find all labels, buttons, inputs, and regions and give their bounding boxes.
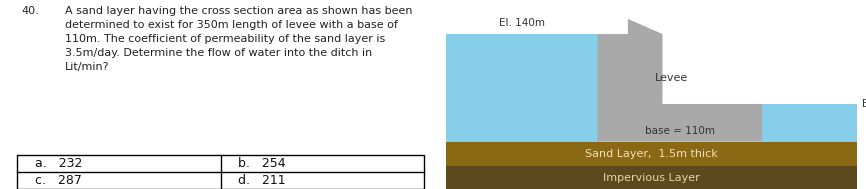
Bar	[762, 104, 857, 142]
Text: Sand Layer,  1.5m thick: Sand Layer, 1.5m thick	[585, 149, 718, 159]
Polygon shape	[598, 19, 762, 142]
Text: c.   287: c. 287	[35, 174, 81, 187]
Text: A sand layer having the cross section area as shown has been
determined to exist: A sand layer having the cross section ar…	[65, 6, 412, 72]
Bar	[17, 155, 424, 189]
Text: b.   254: b. 254	[238, 157, 286, 170]
Text: El. 120m: El. 120m	[862, 99, 866, 109]
Text: 40.: 40.	[22, 6, 39, 16]
Text: Levee: Levee	[655, 74, 688, 83]
Text: El. 140m: El. 140m	[499, 18, 545, 28]
Text: Impervious Layer: Impervious Layer	[604, 173, 700, 183]
Bar	[446, 34, 598, 142]
Text: a.   232: a. 232	[35, 157, 82, 170]
Text: d.   211: d. 211	[238, 174, 286, 187]
Bar	[446, 166, 857, 189]
Text: base = 110m: base = 110m	[645, 126, 714, 136]
Polygon shape	[598, 19, 762, 142]
Bar	[446, 142, 857, 166]
